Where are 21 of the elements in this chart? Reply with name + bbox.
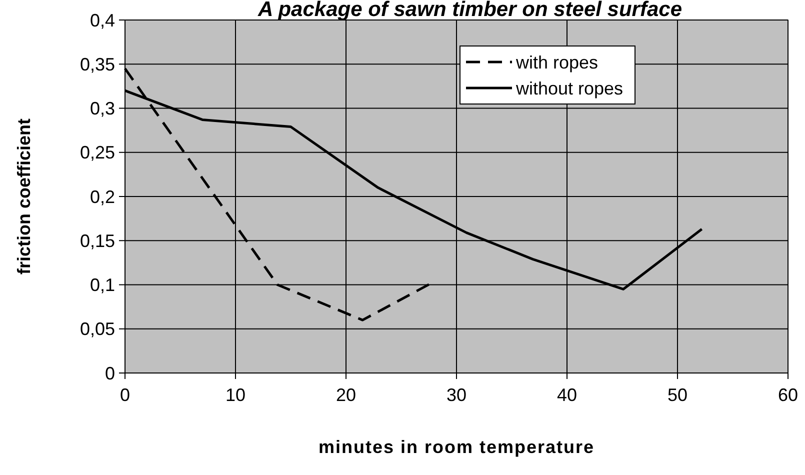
y-tick-label: 0,25 xyxy=(80,142,115,163)
y-tick-label: 0,2 xyxy=(90,186,115,207)
x-axis-title: minutes in room temperature xyxy=(318,437,595,457)
x-tick-label: 30 xyxy=(446,385,467,405)
legend-label: with ropes xyxy=(515,52,598,72)
y-axis-title: friction coefficient xyxy=(14,118,34,275)
x-tick-label: 10 xyxy=(225,385,246,405)
x-tick-label: 20 xyxy=(336,385,356,405)
y-tick-label: 0,3 xyxy=(90,98,115,119)
y-tick-label: 0,35 xyxy=(80,54,115,74)
y-tick-label: 0,1 xyxy=(90,275,115,296)
y-tick-label: 0 xyxy=(104,363,115,384)
legend-label: without ropes xyxy=(515,78,624,98)
chart-title: A package of sawn timber on steel surface xyxy=(256,0,682,21)
x-tick-label: 40 xyxy=(556,385,578,405)
y-tick-label: 0,05 xyxy=(80,319,115,340)
x-tick-label: 60 xyxy=(778,385,798,405)
x-tick-label: 50 xyxy=(667,385,688,405)
y-tick-label: 0,15 xyxy=(80,230,115,251)
x-tick-label: 0 xyxy=(120,385,130,405)
y-tick-label: 0,4 xyxy=(90,10,115,30)
